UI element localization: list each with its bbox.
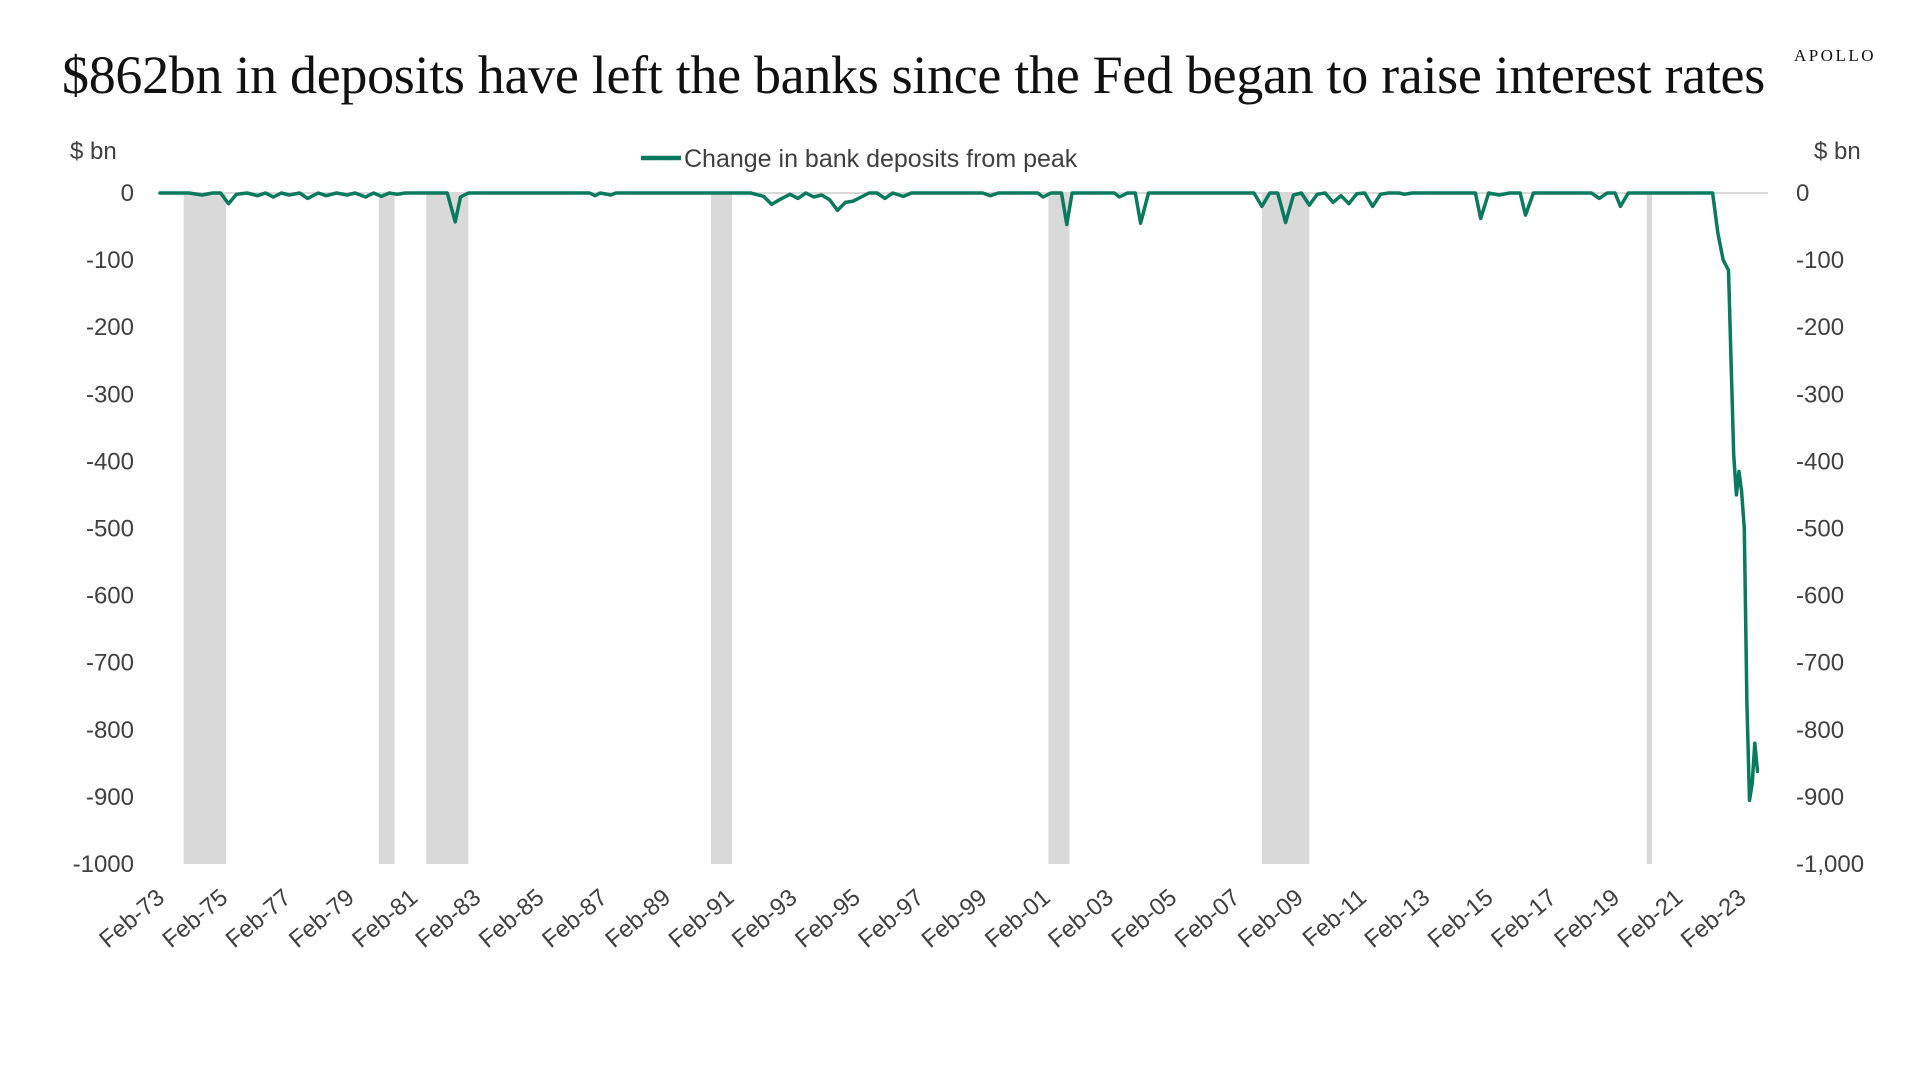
y-tick-right-5: -500 bbox=[1796, 516, 1844, 543]
y-tick-right-4: -400 bbox=[1796, 448, 1844, 475]
y-tick-left-0: 0 bbox=[121, 180, 134, 207]
y-axis-right: 0 -100 -200 -300 -400 -500 -600 -700 -800 -900 -1,… bbox=[1796, 180, 1864, 878]
x-tick-19: Feb-11 bbox=[1298, 884, 1372, 952]
x-tick-12: Feb-97 bbox=[853, 884, 929, 954]
x-tick-23: Feb-19 bbox=[1549, 884, 1625, 954]
y-tick-left-4: -400 bbox=[86, 448, 134, 475]
x-tick-1: Feb-75 bbox=[158, 884, 234, 954]
y-tick-left-5: -500 bbox=[86, 516, 134, 543]
brand-logo: APOLLO bbox=[1793, 46, 1876, 65]
x-tick-3: Feb-79 bbox=[284, 884, 360, 954]
y-tick-right-7: -700 bbox=[1796, 650, 1844, 677]
recession-band-2 bbox=[426, 193, 469, 864]
x-tick-4: Feb-81 bbox=[347, 884, 423, 954]
x-tick-22: Feb-17 bbox=[1486, 884, 1562, 954]
legend-label: Change in bank deposits from peak bbox=[684, 145, 1078, 173]
y-tick-left-10: -1000 bbox=[73, 851, 134, 878]
x-tick-15: Feb-03 bbox=[1043, 884, 1119, 954]
y-tick-right-0: 0 bbox=[1796, 180, 1809, 207]
y-axis-left: 0 -100 -200 -300 -400 -500 -600 -700 -800 -900 -10… bbox=[73, 180, 134, 878]
x-tick-5: Feb-83 bbox=[411, 884, 487, 954]
x-axis: Feb-73Feb-75Feb-77Feb-79Feb-81Feb-83Feb-… bbox=[94, 884, 1751, 954]
y-tick-left-3: -300 bbox=[86, 381, 134, 408]
x-tick-10: Feb-93 bbox=[727, 884, 803, 954]
x-tick-24: Feb-21 bbox=[1613, 884, 1689, 954]
x-tick-6: Feb-85 bbox=[474, 884, 550, 954]
y-tick-left-6: -600 bbox=[86, 583, 134, 610]
x-tick-9: Feb-91 bbox=[664, 884, 740, 954]
y-tick-right-10: -1,000 bbox=[1796, 851, 1864, 878]
x-tick-13: Feb-99 bbox=[917, 884, 993, 954]
x-tick-8: Feb-89 bbox=[600, 884, 676, 954]
recession-band-1 bbox=[378, 193, 395, 864]
x-tick-18: Feb-09 bbox=[1233, 884, 1309, 954]
y-tick-left-7: -700 bbox=[86, 650, 134, 677]
y-tick-left-8: -800 bbox=[86, 717, 134, 744]
x-tick-11: Feb-95 bbox=[790, 884, 866, 954]
series-line-0 bbox=[158, 191, 1760, 803]
recession-bands bbox=[183, 193, 1653, 864]
recession-band-6 bbox=[1646, 193, 1653, 864]
right-axis-unit: $ bn bbox=[1814, 138, 1861, 165]
recession-band-4 bbox=[1048, 193, 1070, 864]
x-tick-21: Feb-15 bbox=[1423, 884, 1499, 954]
x-tick-20: Feb-13 bbox=[1360, 884, 1436, 954]
left-axis-unit: $ bn bbox=[70, 138, 117, 165]
y-tick-right-9: -900 bbox=[1796, 784, 1844, 811]
y-tick-left-9: -900 bbox=[86, 784, 134, 811]
x-tick-16: Feb-05 bbox=[1106, 884, 1182, 954]
x-tick-2: Feb-77 bbox=[221, 884, 297, 954]
series-layer bbox=[158, 191, 1760, 803]
y-tick-right-3: -300 bbox=[1796, 381, 1844, 408]
recession-band-3 bbox=[710, 193, 733, 864]
x-tick-25: Feb-23 bbox=[1676, 884, 1752, 954]
y-tick-right-1: -100 bbox=[1796, 247, 1844, 274]
y-tick-left-2: -200 bbox=[86, 314, 134, 341]
y-tick-right-8: -800 bbox=[1796, 717, 1844, 744]
recession-band-5 bbox=[1261, 193, 1310, 864]
x-tick-7: Feb-87 bbox=[537, 884, 613, 954]
x-tick-0: Feb-73 bbox=[94, 884, 170, 954]
y-tick-right-6: -600 bbox=[1796, 583, 1844, 610]
recession-band-0 bbox=[183, 193, 226, 864]
x-tick-14: Feb-01 bbox=[980, 884, 1056, 954]
y-tick-left-1: -100 bbox=[86, 247, 134, 274]
y-tick-right-2: -200 bbox=[1796, 314, 1844, 341]
chart-title: $862bn in deposits have left the banks s… bbox=[62, 45, 1765, 105]
x-tick-17: Feb-07 bbox=[1170, 884, 1246, 954]
